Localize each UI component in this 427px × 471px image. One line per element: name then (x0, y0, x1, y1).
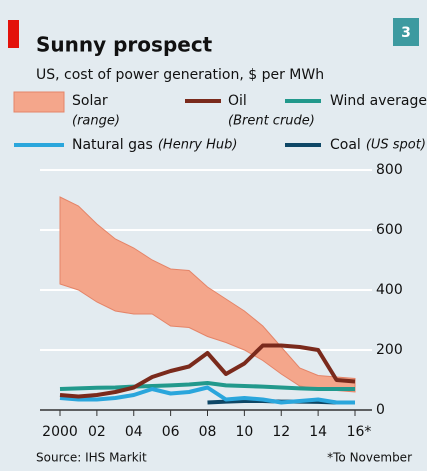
solar-range (59, 196, 356, 393)
series-line (59, 343, 356, 399)
x-tick-label: 12 (272, 424, 290, 440)
legend-sublabel: (US spot) (366, 138, 426, 153)
x-tick-label: 06 (162, 424, 180, 440)
legend-sublabel: (Brent crude) (228, 114, 315, 129)
x-tick-label: 04 (125, 424, 143, 440)
legend-sublabel: (range) (72, 114, 120, 129)
legend-label: Natural gas (72, 137, 153, 153)
y-tick-label: 800 (376, 162, 403, 178)
footnote: *To November (327, 451, 412, 465)
subtitle: US, cost of power generation, $ per MWh (36, 67, 324, 83)
badge: 3 (401, 25, 411, 41)
x-tick-label: 02 (88, 424, 106, 440)
red-tag (8, 20, 19, 48)
legend-label: Wind average (330, 93, 427, 109)
legend-label: Coal (330, 137, 361, 153)
badge-box (393, 18, 419, 46)
series-line (59, 385, 355, 405)
chart-title: Sunny prospect (36, 33, 213, 57)
x-tick-label: 08 (199, 424, 217, 440)
legend-label: Oil (228, 93, 247, 109)
series-line (59, 381, 355, 391)
x-tick-label: 14 (309, 424, 327, 440)
source: Source: IHS Markit (36, 451, 147, 465)
x-tick-label: 16* (347, 424, 372, 440)
legend-label: Solar (72, 93, 108, 109)
y-tick-label: 200 (376, 342, 403, 358)
legend-sublabel: (Henry Hub) (158, 138, 238, 153)
x-tick-label: 2000 (42, 424, 78, 440)
x-tick-label: 10 (235, 424, 253, 440)
legend-swatch (13, 91, 65, 113)
y-tick-label: 600 (376, 222, 403, 238)
y-tick-label: 0 (376, 402, 385, 418)
y-tick-label: 400 (376, 282, 403, 298)
